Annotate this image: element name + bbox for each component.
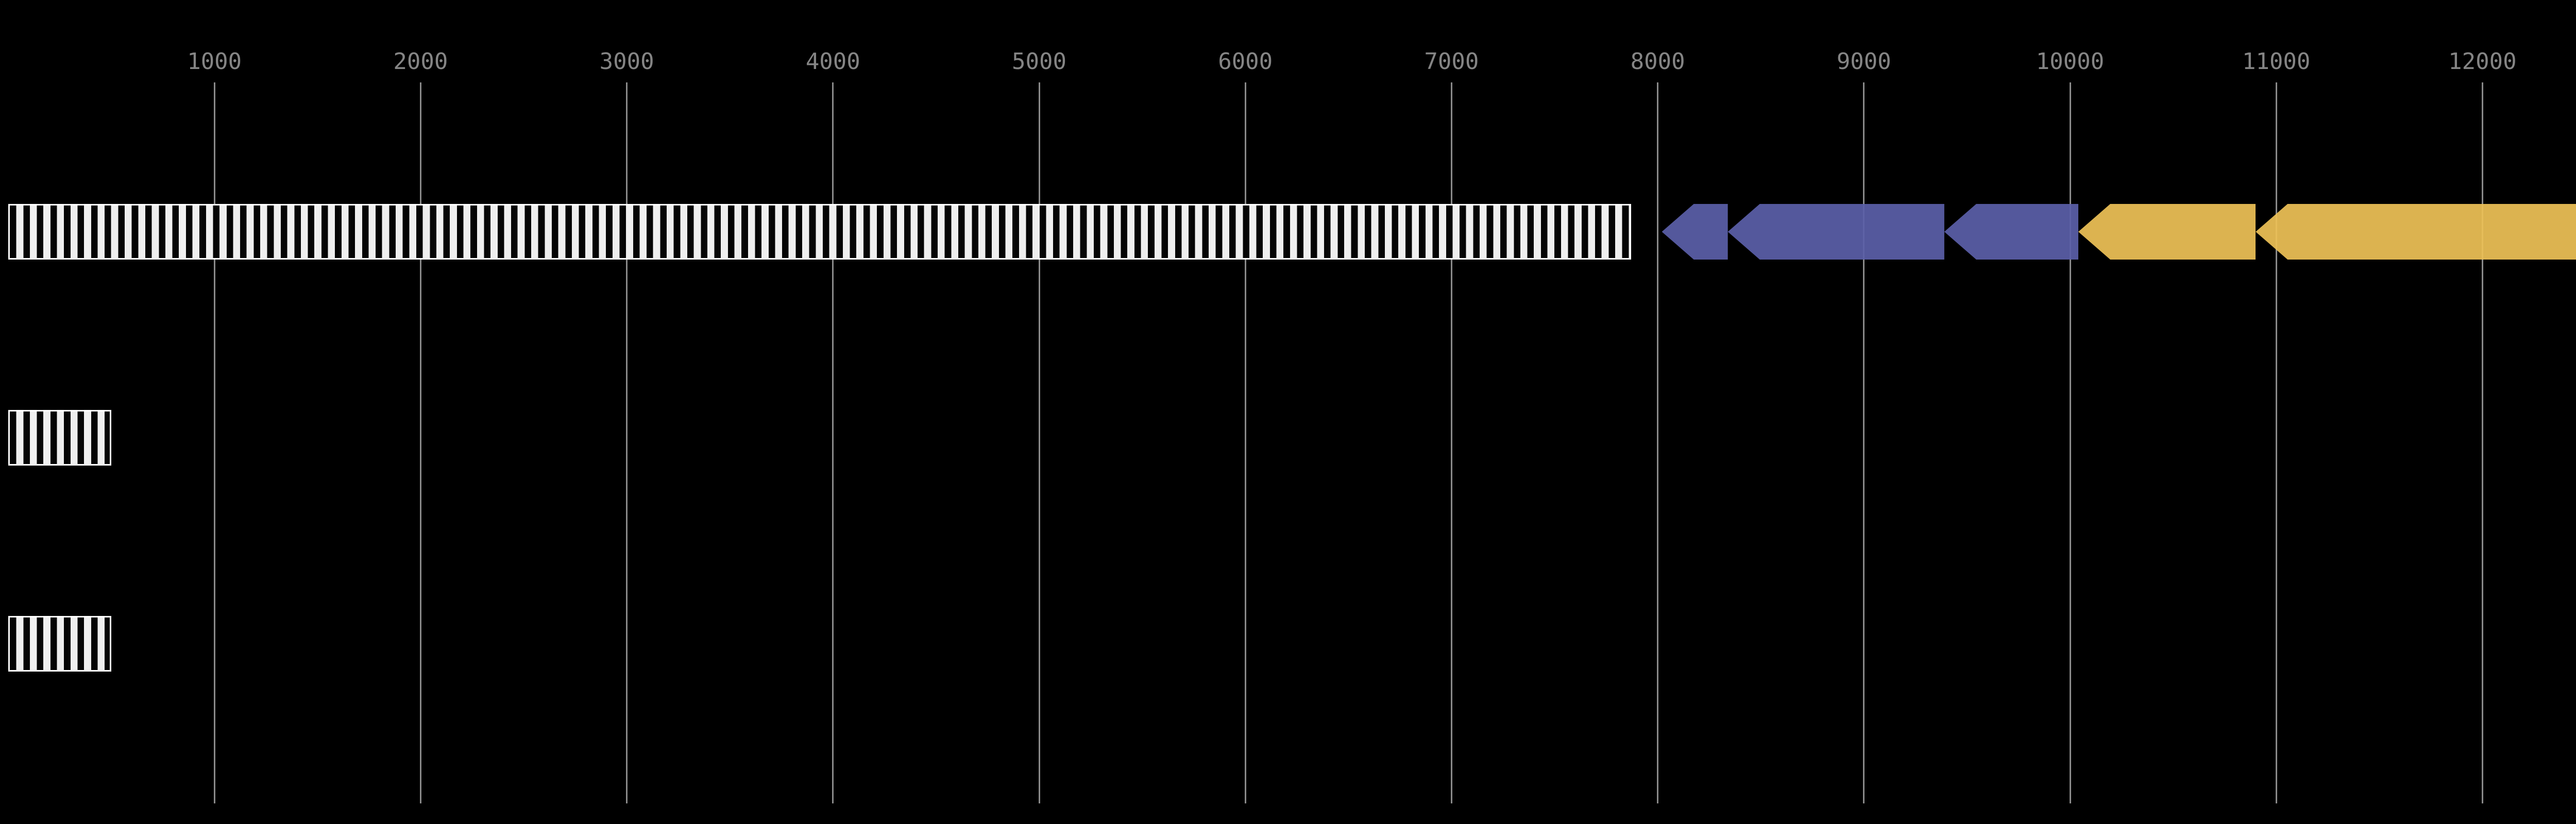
tick-label-11000: 11000: [2242, 48, 2311, 75]
tick-label-9000: 9000: [1836, 48, 1891, 75]
tick-label-12000: 12000: [2448, 48, 2517, 75]
gridline-2000: [419, 82, 421, 803]
gridline-6000: [1244, 82, 1246, 803]
tick-label-10000: 10000: [2036, 48, 2105, 75]
gene-arrow-purple-3: [1944, 204, 2078, 260]
tick-label-5000: 5000: [1012, 48, 1066, 75]
gene-arrow-purple-1: [1662, 204, 1728, 260]
tick-label-3000: 3000: [599, 48, 654, 75]
gridline-8000: [1657, 82, 1659, 803]
gridline-3000: [626, 82, 628, 803]
tick-label-6000: 6000: [1218, 48, 1273, 75]
gene-arrow-yellow-5: [2256, 204, 2576, 260]
gridline-1000: [213, 82, 215, 803]
track-1-sequence-bar: [8, 204, 1631, 260]
tick-label-2000: 2000: [393, 48, 448, 75]
tick-label-7000: 7000: [1424, 48, 1479, 75]
track-2-sequence-bar: [8, 410, 112, 466]
gridline-4000: [832, 82, 834, 803]
gridline-5000: [1038, 82, 1040, 803]
track-3-sequence-bar: [8, 616, 112, 672]
gridline-12000: [2481, 82, 2483, 803]
tick-label-1000: 1000: [187, 48, 242, 75]
gridline-7000: [1450, 82, 1452, 803]
tick-label-8000: 8000: [1630, 48, 1685, 75]
gene-arrow-yellow-4: [2078, 204, 2256, 260]
gene-arrow-purple-2: [1727, 204, 1944, 260]
gridline-10000: [2069, 82, 2071, 803]
gridline-11000: [2275, 82, 2277, 803]
tick-label-4000: 4000: [805, 48, 860, 75]
gridline-9000: [1863, 82, 1865, 803]
